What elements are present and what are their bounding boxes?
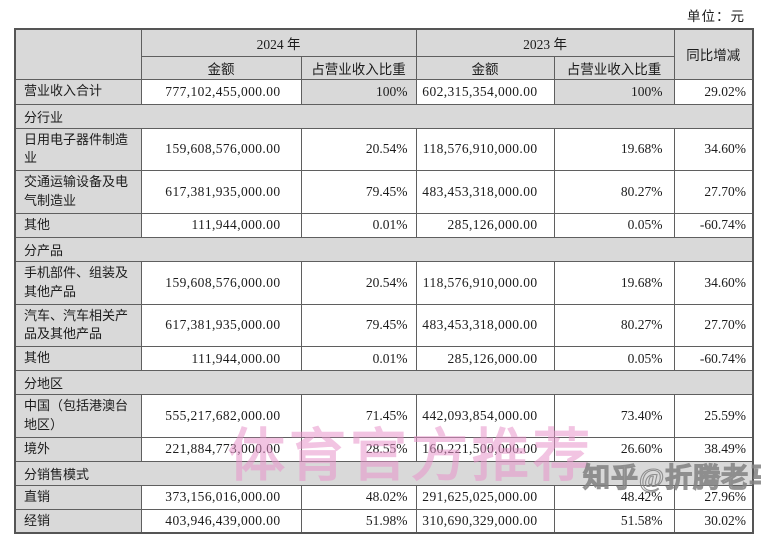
table-row-direct-sales: 直销 373,156,016,000.00 48.02% 291,625,025… <box>14 484 754 510</box>
pct-2024-cell: 79.45% <box>300 303 417 348</box>
pct-2023-header: 占营业收入比重 <box>553 55 675 80</box>
row-label: 营业收入合计 <box>14 78 142 105</box>
yoy-cell: -60.74% <box>673 212 754 238</box>
year-2023-header: 2023 年 <box>415 28 675 57</box>
section-header: 分销售模式 <box>14 460 754 486</box>
amount-2023-cell: 160,221,500,000.00 <box>415 436 555 462</box>
yoy-header: 同比增减 <box>673 28 754 80</box>
row-label: 手机部件、组装及其他产品 <box>14 260 142 305</box>
yoy-cell: 27.96% <box>673 484 754 510</box>
amount-2023-cell: 118,576,910,000.00 <box>415 127 555 172</box>
pct-2024-cell: 0.01% <box>300 212 417 238</box>
row-label: 直销 <box>14 484 142 510</box>
row-label: 日用电子器件制造业 <box>14 127 142 172</box>
amount-2024-cell: 111,944,000.00 <box>140 346 302 372</box>
amount-2024-cell: 221,884,773,000.00 <box>140 436 302 462</box>
amount-2023-cell: 483,453,318,000.00 <box>415 303 555 348</box>
table-row-overseas: 境外 221,884,773,000.00 28.55% 160,221,500… <box>14 436 754 462</box>
yoy-cell: 25.59% <box>673 394 754 438</box>
table-row-total-revenue: 营业收入合计 777,102,455,000.00 100% 602,315,3… <box>14 78 754 105</box>
pct-2023-cell: 80.27% <box>553 170 675 214</box>
table-row-electronics: 日用电子器件制造业 159,608,576,000.00 20.54% 118,… <box>14 127 754 172</box>
pct-2023-cell: 48.42% <box>553 484 675 510</box>
amount-2023-cell: 291,625,025,000.00 <box>415 484 555 510</box>
pct-2024-cell: 20.54% <box>300 127 417 172</box>
pct-2023-cell: 19.68% <box>553 260 675 305</box>
amount-2023-cell: 602,315,354,000.00 <box>415 78 555 105</box>
amount-2024-cell: 373,156,016,000.00 <box>140 484 302 510</box>
row-label: 中国（包括港澳台地区） <box>14 394 142 438</box>
amount-2024-cell: 159,608,576,000.00 <box>140 260 302 305</box>
table-row-distribution: 经销 403,946,439,000.00 51.98% 310,690,329… <box>14 508 754 534</box>
yoy-cell: 38.49% <box>673 436 754 462</box>
amount-2023-cell: 285,126,000.00 <box>415 346 555 372</box>
pct-2024-cell: 20.54% <box>300 260 417 305</box>
pct-2024-cell: 100% <box>300 78 417 105</box>
amount-2024-cell: 403,946,439,000.00 <box>140 508 302 534</box>
unit-label: 单位：元 <box>687 9 745 24</box>
amount-2023-header: 金额 <box>415 55 555 80</box>
pct-2023-cell: 0.05% <box>553 212 675 238</box>
pct-2023-cell: 80.27% <box>553 303 675 348</box>
yoy-cell: 34.60% <box>673 127 754 172</box>
table-row-phone-parts: 手机部件、组装及其他产品 159,608,576,000.00 20.54% 1… <box>14 260 754 305</box>
yoy-cell: -60.74% <box>673 346 754 372</box>
table-row-other-product: 其他 111,944,000.00 0.01% 285,126,000.00 0… <box>14 346 754 372</box>
amount-2024-cell: 555,217,682,000.00 <box>140 394 302 438</box>
table-row-china: 中国（包括港澳台地区） 555,217,682,000.00 71.45% 44… <box>14 394 754 438</box>
pct-2024-cell: 28.55% <box>300 436 417 462</box>
pct-2024-cell: 51.98% <box>300 508 417 534</box>
pct-2023-cell: 0.05% <box>553 346 675 372</box>
row-label: 其他 <box>14 212 142 238</box>
yoy-cell: 27.70% <box>673 170 754 214</box>
pct-2023-cell: 26.60% <box>553 436 675 462</box>
amount-2024-cell: 111,944,000.00 <box>140 212 302 238</box>
amount-2023-cell: 442,093,854,000.00 <box>415 394 555 438</box>
row-label: 其他 <box>14 346 142 372</box>
amount-2024-cell: 777,102,455,000.00 <box>140 78 302 105</box>
table-row-automobile-products: 汽车、汽车相关产品及其他产品 617,381,935,000.00 79.45%… <box>14 303 754 348</box>
pct-2024-header: 占营业收入比重 <box>300 55 417 80</box>
yoy-cell: 30.02% <box>673 508 754 534</box>
amount-2023-cell: 483,453,318,000.00 <box>415 170 555 214</box>
pct-2024-cell: 71.45% <box>300 394 417 438</box>
pct-2024-cell: 0.01% <box>300 346 417 372</box>
section-row-by-industry: 分行业 <box>14 103 754 129</box>
year-header-row: 2024 年 2023 年 同比增减 <box>14 28 754 80</box>
yoy-cell: 34.60% <box>673 260 754 305</box>
section-header: 分行业 <box>14 103 754 129</box>
revenue-breakdown-table: 2024 年 2023 年 同比增减 金额 占营业收入比重 金额 占营业收入比重… <box>14 28 754 534</box>
amount-2024-cell: 617,381,935,000.00 <box>140 303 302 348</box>
row-label: 交通运输设备及电气制造业 <box>14 170 142 214</box>
amount-2023-cell: 118,576,910,000.00 <box>415 260 555 305</box>
amount-2023-cell: 285,126,000.00 <box>415 212 555 238</box>
subheader-row: 金额 占营业收入比重 金额 占营业收入比重 <box>15 55 753 80</box>
yoy-cell: 27.70% <box>673 303 754 348</box>
section-row-by-product: 分产品 <box>14 236 754 262</box>
pct-2024-cell: 79.45% <box>300 170 417 214</box>
amount-2023-cell: 310,690,329,000.00 <box>415 508 555 534</box>
section-row-by-sales-model: 分销售模式 <box>14 460 754 486</box>
row-label: 汽车、汽车相关产品及其他产品 <box>14 303 142 348</box>
pct-2023-cell: 100% <box>553 78 675 105</box>
amount-2024-cell: 617,381,935,000.00 <box>140 170 302 214</box>
item-header-cell <box>14 28 142 80</box>
table-row-transport-equipment: 交通运输设备及电气制造业 617,381,935,000.00 79.45% 4… <box>14 170 754 214</box>
section-header: 分产品 <box>14 236 754 262</box>
row-label: 境外 <box>14 436 142 462</box>
section-row-by-region: 分地区 <box>14 370 754 396</box>
row-label: 经销 <box>14 508 142 534</box>
table-row-other-industry: 其他 111,944,000.00 0.01% 285,126,000.00 0… <box>14 212 754 238</box>
section-header: 分地区 <box>14 370 754 396</box>
amount-2024-cell: 159,608,576,000.00 <box>140 127 302 172</box>
pct-2023-cell: 73.40% <box>553 394 675 438</box>
amount-2024-header: 金额 <box>140 55 302 80</box>
year-2024-header: 2024 年 <box>140 28 417 57</box>
pct-2023-cell: 19.68% <box>553 127 675 172</box>
pct-2023-cell: 51.58% <box>553 508 675 534</box>
yoy-cell: 29.02% <box>673 78 754 105</box>
pct-2024-cell: 48.02% <box>300 484 417 510</box>
